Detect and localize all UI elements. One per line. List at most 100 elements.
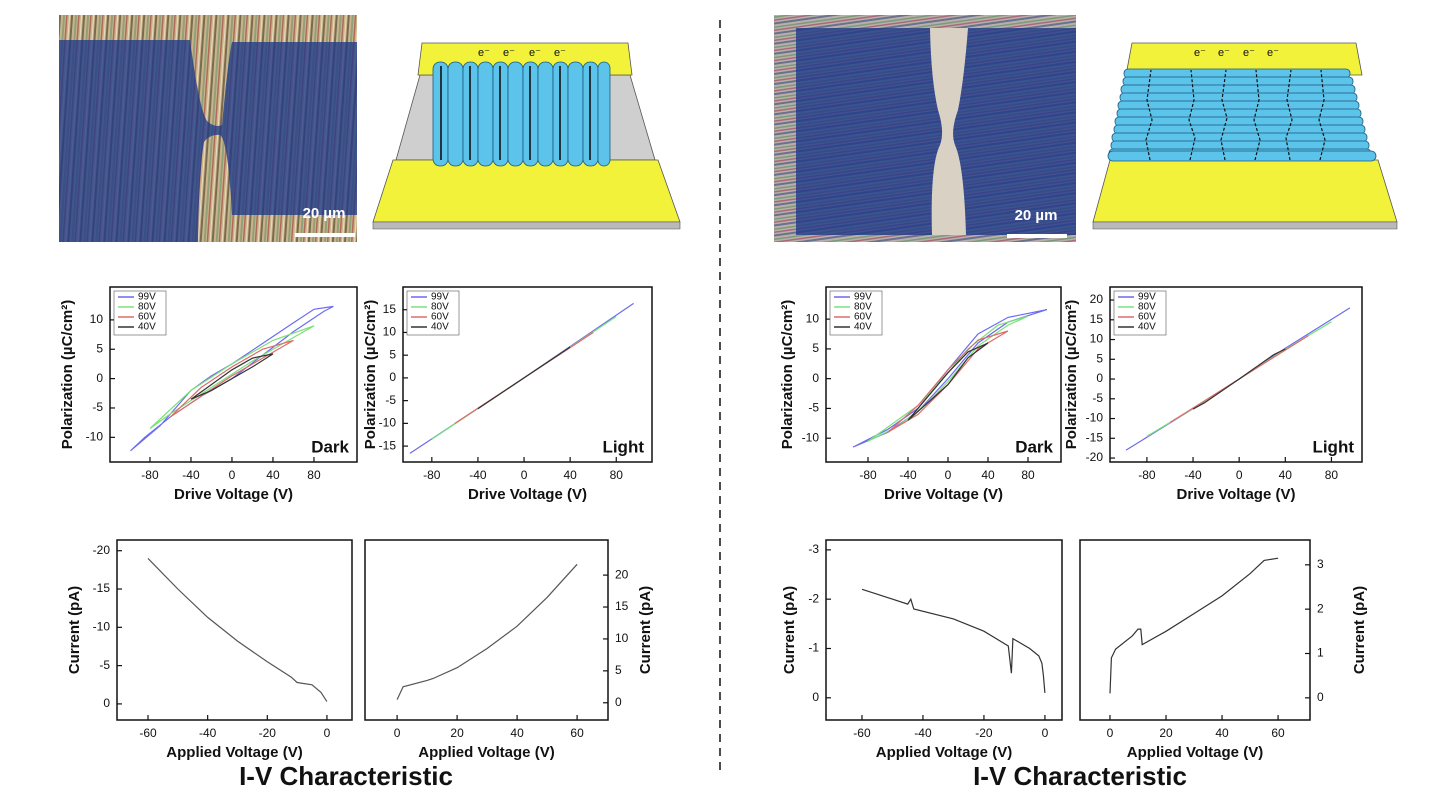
scale-bar-label: 20 µm (303, 205, 346, 222)
electron-label: e⁻ (1243, 47, 1255, 59)
x-tick-label: 0 (324, 726, 331, 740)
y-axis-label: Polarization (µC/cm²) (779, 300, 796, 450)
legend-label: 40V (854, 322, 872, 333)
y-tick-label: 5 (96, 341, 103, 355)
x-axis-label: Applied Voltage (V) (1127, 744, 1263, 761)
y-tick-label: 10 (1090, 332, 1104, 346)
y-tick-label: 0 (812, 690, 819, 704)
y-axis-label: Polarization (µC/cm²) (59, 300, 76, 450)
x-axis-label: Drive Voltage (V) (884, 486, 1003, 503)
scale-bar-label: 20 µm (1015, 207, 1058, 224)
y-tick-label: 15 (383, 302, 397, 316)
x-tick-label: -60 (853, 726, 871, 740)
x-tick-label: 0 (1042, 726, 1049, 740)
y-tick-label: -10 (802, 430, 820, 444)
x-tick-label: -40 (182, 468, 200, 482)
y-tick-label: -5 (808, 401, 819, 415)
plot-frame (1079, 539, 1311, 721)
y-tick-label: -5 (1092, 391, 1103, 405)
electron-label: e⁻ (529, 47, 541, 59)
electron-label: e⁻ (478, 47, 490, 59)
legend-label: 80V (854, 302, 872, 313)
y-tick-label: 10 (383, 325, 397, 339)
x-tick-label: 80 (1021, 468, 1035, 482)
series-line (170, 339, 294, 418)
y-tick-label: 0 (103, 696, 110, 710)
legend-label: 60V (431, 312, 449, 323)
x-tick-label: -80 (423, 468, 441, 482)
y-tick-label: 2 (1317, 601, 1324, 615)
y-tick-label: 20 (615, 567, 629, 581)
plot-frame (364, 539, 609, 721)
plot-frame (1109, 286, 1363, 463)
series-line (477, 346, 571, 410)
x-tick-label: -40 (199, 726, 217, 740)
y-tick-label: 3 (1317, 557, 1324, 571)
y-tick-label: 5 (812, 341, 819, 355)
y-axis-label: Current (pA) (1351, 586, 1368, 674)
x-tick-label: 40 (563, 468, 577, 482)
y-axis-label: Current (pA) (781, 586, 798, 674)
plot-frame (116, 539, 353, 721)
series-line (861, 588, 1046, 693)
legend-label: 40V (1138, 322, 1156, 333)
micrograph: 20 µm (774, 15, 1076, 242)
x-tick-label: 80 (307, 468, 321, 482)
y-tick-label: -10 (86, 430, 104, 444)
x-tick-label: 40 (266, 468, 280, 482)
electron-label: e⁻ (503, 47, 515, 59)
plot-frame (109, 286, 358, 463)
x-tick-label: 80 (1325, 468, 1339, 482)
series-line (1109, 557, 1279, 694)
y-axis-label: Polarization (µC/cm²) (362, 300, 379, 450)
plot-frame (402, 286, 653, 463)
x-axis-label: Applied Voltage (V) (418, 744, 554, 761)
electron-label: e⁻ (554, 47, 566, 59)
y-tick-label: 0 (389, 370, 396, 384)
y-tick-label: -5 (385, 393, 396, 407)
x-tick-label: 80 (610, 468, 624, 482)
legend-label: 99V (138, 292, 156, 303)
electron-label: e⁻ (1194, 47, 1206, 59)
y-tick-label: -20 (93, 543, 111, 557)
legend-label: 60V (1138, 312, 1156, 323)
legend-label: 60V (138, 312, 156, 323)
schematic: e⁻ e⁻ e⁻ e⁻ (372, 42, 681, 230)
series-line (396, 563, 578, 700)
legend-label: 80V (138, 302, 156, 313)
legend-label: 40V (431, 322, 449, 333)
y-axis-label: Polarization (µC/cm²) (1063, 300, 1080, 450)
y-tick-label: 20 (1090, 292, 1104, 306)
y-tick-label: 0 (1096, 371, 1103, 385)
x-tick-label: 40 (981, 468, 995, 482)
x-tick-label: 60 (1271, 726, 1285, 740)
x-tick-label: -80 (141, 468, 159, 482)
y-tick-label: 15 (1090, 312, 1104, 326)
x-axis-label: Drive Voltage (V) (1177, 486, 1296, 503)
x-tick-label: 40 (1215, 726, 1229, 740)
annotation: Light (602, 437, 644, 456)
y-tick-label: -5 (99, 658, 110, 672)
x-tick-label: 40 (1279, 468, 1293, 482)
x-tick-label: 0 (945, 468, 952, 482)
x-tick-label: 0 (1107, 726, 1114, 740)
x-axis-label: Drive Voltage (V) (174, 486, 293, 503)
y-tick-label: 0 (1317, 690, 1324, 704)
x-tick-label: 20 (1159, 726, 1173, 740)
plot-frame (825, 286, 1062, 463)
x-tick-label: -40 (469, 468, 487, 482)
x-axis-label: Applied Voltage (V) (166, 744, 302, 761)
y-tick-label: 1 (1317, 646, 1324, 660)
y-tick-label: 0 (615, 695, 622, 709)
legend-label: 99V (854, 292, 872, 303)
legend-label: 99V (431, 292, 449, 303)
schematic: e⁻ e⁻ e⁻ e⁻ (1092, 42, 1398, 230)
y-tick-label: 0 (812, 371, 819, 385)
annotation: Dark (1015, 437, 1053, 456)
y-tick-label: 10 (615, 631, 629, 645)
y-tick-label: -2 (808, 591, 819, 605)
x-axis-label: Drive Voltage (V) (468, 486, 587, 503)
x-tick-label: -80 (1138, 468, 1156, 482)
x-axis-label: Applied Voltage (V) (876, 744, 1012, 761)
